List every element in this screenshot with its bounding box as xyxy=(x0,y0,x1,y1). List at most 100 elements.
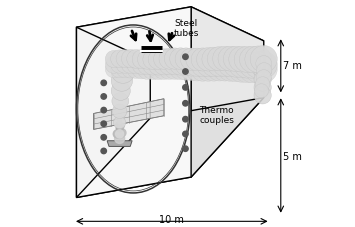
Circle shape xyxy=(116,60,134,78)
Circle shape xyxy=(186,48,208,71)
Circle shape xyxy=(164,58,186,79)
Circle shape xyxy=(113,130,121,138)
Circle shape xyxy=(183,101,188,106)
Circle shape xyxy=(213,57,237,81)
Circle shape xyxy=(159,59,180,79)
Circle shape xyxy=(186,54,208,76)
Circle shape xyxy=(191,48,214,71)
Circle shape xyxy=(197,58,220,81)
Circle shape xyxy=(240,46,266,73)
Circle shape xyxy=(101,135,106,140)
Circle shape xyxy=(229,52,255,78)
Circle shape xyxy=(254,87,271,104)
Circle shape xyxy=(164,48,186,69)
Circle shape xyxy=(105,61,122,78)
Circle shape xyxy=(218,52,243,77)
Circle shape xyxy=(191,58,214,81)
Circle shape xyxy=(119,123,124,129)
Circle shape xyxy=(170,58,191,80)
Circle shape xyxy=(255,84,268,98)
Circle shape xyxy=(245,46,272,73)
Circle shape xyxy=(254,55,271,72)
Circle shape xyxy=(116,55,134,73)
Circle shape xyxy=(207,47,231,71)
Circle shape xyxy=(250,51,277,78)
Circle shape xyxy=(234,52,260,78)
Circle shape xyxy=(180,48,203,70)
Circle shape xyxy=(202,53,226,76)
Circle shape xyxy=(257,63,272,78)
Circle shape xyxy=(175,54,197,76)
Polygon shape xyxy=(107,141,132,146)
Circle shape xyxy=(254,63,271,80)
Circle shape xyxy=(223,52,248,77)
Circle shape xyxy=(137,55,157,75)
Circle shape xyxy=(143,55,163,75)
Circle shape xyxy=(101,94,106,99)
Circle shape xyxy=(183,85,188,90)
Circle shape xyxy=(197,48,220,71)
Circle shape xyxy=(245,56,272,83)
Circle shape xyxy=(159,54,180,75)
Circle shape xyxy=(154,59,174,79)
Circle shape xyxy=(127,55,146,74)
Circle shape xyxy=(175,48,197,70)
Circle shape xyxy=(127,60,146,79)
Circle shape xyxy=(116,125,123,132)
Text: 7 m: 7 m xyxy=(283,61,302,71)
Circle shape xyxy=(164,54,186,75)
Polygon shape xyxy=(76,7,191,197)
Circle shape xyxy=(132,60,151,79)
Circle shape xyxy=(183,131,188,137)
Circle shape xyxy=(101,121,106,126)
Circle shape xyxy=(154,49,174,69)
Circle shape xyxy=(240,57,266,83)
Circle shape xyxy=(119,116,122,120)
Polygon shape xyxy=(76,7,264,61)
Circle shape xyxy=(183,146,188,151)
Circle shape xyxy=(202,47,226,71)
Circle shape xyxy=(223,46,248,72)
Text: 10 m: 10 m xyxy=(159,215,184,225)
Circle shape xyxy=(148,55,168,75)
Circle shape xyxy=(218,57,243,81)
Circle shape xyxy=(254,71,271,88)
Circle shape xyxy=(121,60,140,78)
Circle shape xyxy=(112,93,129,109)
Circle shape xyxy=(111,60,135,83)
Circle shape xyxy=(197,53,220,77)
Circle shape xyxy=(229,57,255,82)
Circle shape xyxy=(111,50,128,68)
Circle shape xyxy=(105,56,122,73)
Circle shape xyxy=(111,60,128,78)
Circle shape xyxy=(191,54,214,77)
Circle shape xyxy=(137,50,157,69)
Circle shape xyxy=(223,57,248,82)
Circle shape xyxy=(137,60,157,79)
Circle shape xyxy=(175,58,197,80)
Polygon shape xyxy=(76,98,264,197)
Circle shape xyxy=(254,79,271,96)
Circle shape xyxy=(240,52,266,78)
Circle shape xyxy=(213,52,237,76)
Circle shape xyxy=(154,54,174,75)
Circle shape xyxy=(250,56,277,83)
Circle shape xyxy=(118,119,122,123)
Circle shape xyxy=(101,148,106,154)
Circle shape xyxy=(115,133,125,143)
Circle shape xyxy=(132,50,151,69)
Circle shape xyxy=(115,129,125,139)
Circle shape xyxy=(234,57,260,83)
Circle shape xyxy=(121,55,140,74)
Circle shape xyxy=(170,54,191,75)
Circle shape xyxy=(180,58,203,81)
Circle shape xyxy=(159,48,180,69)
Circle shape xyxy=(114,116,126,129)
Circle shape xyxy=(207,52,231,76)
Circle shape xyxy=(255,77,270,91)
Circle shape xyxy=(183,69,188,74)
Circle shape xyxy=(111,70,132,91)
Text: Steel
tubes: Steel tubes xyxy=(174,19,200,38)
Circle shape xyxy=(148,59,168,80)
Circle shape xyxy=(250,45,277,72)
